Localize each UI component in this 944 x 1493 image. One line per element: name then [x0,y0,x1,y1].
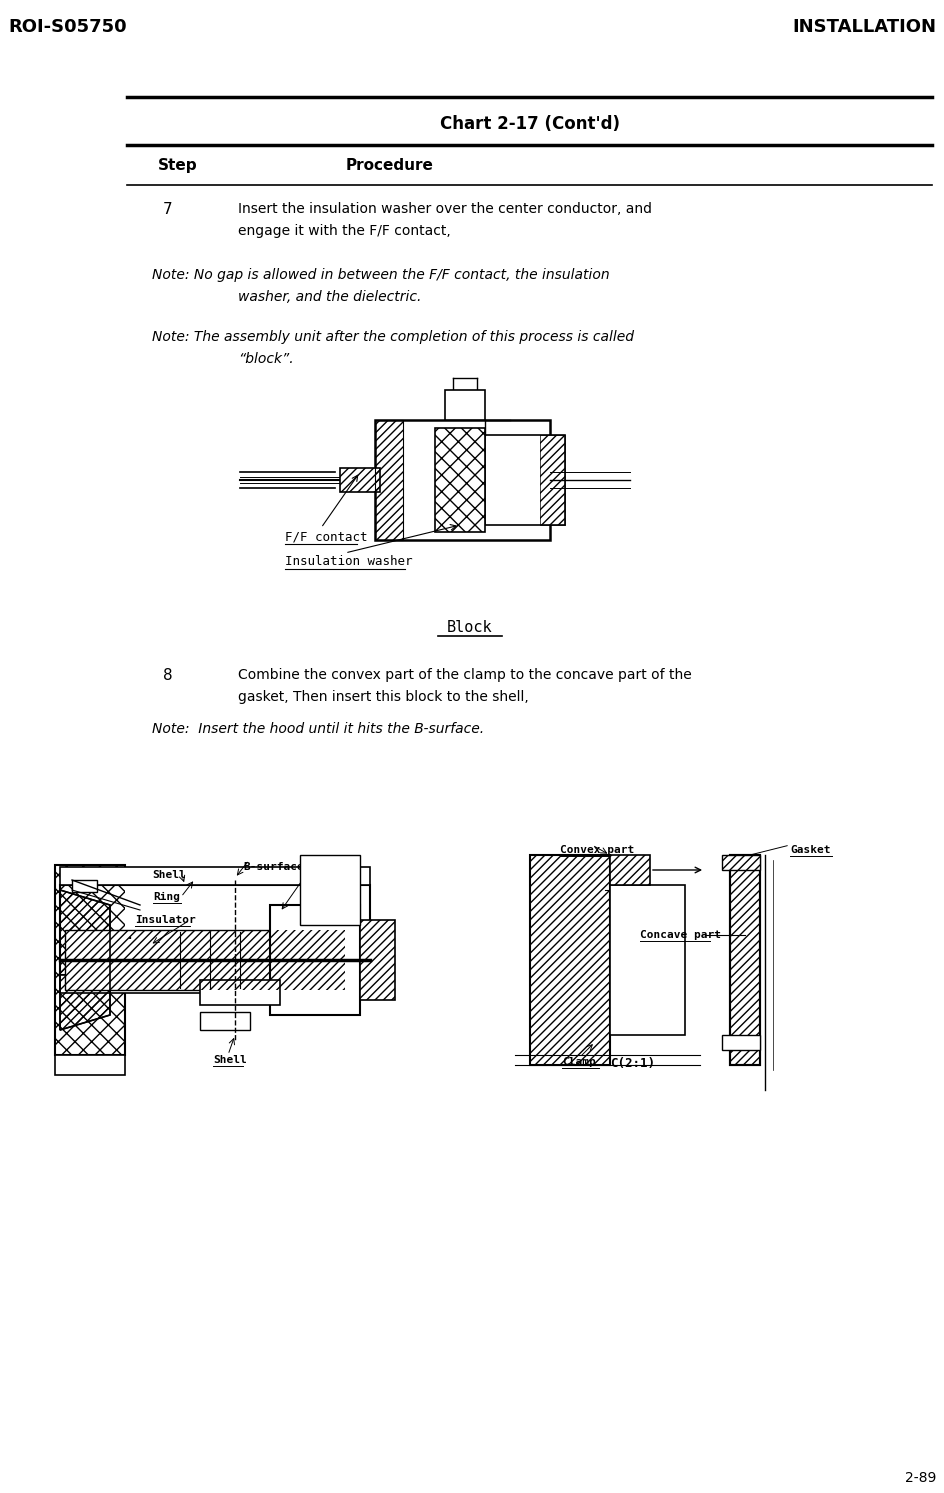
Bar [300,855,360,926]
Bar [435,428,485,532]
Bar [55,864,125,1056]
Bar [60,975,293,993]
Bar [60,885,370,975]
Bar [722,855,760,870]
Text: 7: 7 [163,202,173,216]
Bar [340,467,380,493]
Text: Convex part: Convex part [560,845,634,855]
Text: Step: Step [158,158,197,173]
Text: F/F contact: F/F contact [285,530,367,543]
Text: Ring: Ring [153,891,180,902]
Bar [340,467,380,493]
Text: washer, and the dielectric.: washer, and the dielectric. [238,290,421,305]
Bar [610,885,685,1035]
Text: Insulation washer: Insulation washer [285,555,413,567]
Text: Shell: Shell [213,1056,246,1065]
Bar [270,905,360,1015]
Text: Block: Block [447,620,493,635]
Bar [610,855,650,885]
Bar [540,434,565,526]
Bar [540,434,565,526]
Bar [610,855,650,885]
Text: INSTALLATION: INSTALLATION [792,18,936,36]
Text: C: C [308,875,314,885]
Bar [730,855,760,1065]
Text: Combine the convex part of the clamp to the concave part of the: Combine the convex part of the clamp to … [238,667,692,682]
Text: Clamp: Clamp [562,1057,596,1067]
Bar [375,420,550,540]
Bar [375,420,403,540]
Text: Gasket: Gasket [790,845,831,855]
Bar [730,855,760,1065]
Bar [722,855,760,870]
Text: “block”.: “block”. [238,352,294,366]
Text: B-surface: B-surface [243,861,304,872]
Text: C(2:1): C(2:1) [610,1057,655,1070]
Bar [55,1056,125,1075]
Bar [200,1012,250,1030]
Text: Chart 2-17 (Cont'd): Chart 2-17 (Cont'd) [440,115,619,133]
Bar [485,434,565,526]
Text: ·: · [127,930,133,950]
Bar [60,867,370,885]
Text: Note:  Insert the hood until it hits the B-surface.: Note: Insert the hood until it hits the … [152,723,484,736]
Text: Procedure: Procedure [346,158,434,173]
Bar [72,879,97,891]
Text: 8: 8 [163,667,173,682]
Bar [375,420,403,540]
Bar [445,390,485,420]
Text: ROI-S05750: ROI-S05750 [8,18,126,36]
Text: Insulator: Insulator [135,915,195,926]
Bar [55,864,125,1056]
Text: Note: The assembly unit after the completion of this process is called: Note: The assembly unit after the comple… [152,330,634,343]
Text: Insert the insulation washer over the center conductor, and: Insert the insulation washer over the ce… [238,202,652,216]
Bar [200,979,280,1005]
Bar [360,920,395,1000]
Bar [530,855,610,1065]
Bar [722,1035,760,1050]
Text: gasket, Then insert this block to the shell,: gasket, Then insert this block to the sh… [238,690,529,705]
Bar [530,855,610,1065]
Text: Note: No gap is allowed in between the F/F contact, the insulation: Note: No gap is allowed in between the F… [152,269,610,282]
Text: 2-89: 2-89 [904,1471,936,1486]
Text: Concave part: Concave part [640,930,721,941]
Bar [65,930,345,990]
Text: Shell: Shell [152,870,186,879]
Bar [360,920,395,1000]
Bar [435,428,485,532]
Text: engage it with the F/F contact,: engage it with the F/F contact, [238,224,450,237]
Bar [65,930,345,990]
